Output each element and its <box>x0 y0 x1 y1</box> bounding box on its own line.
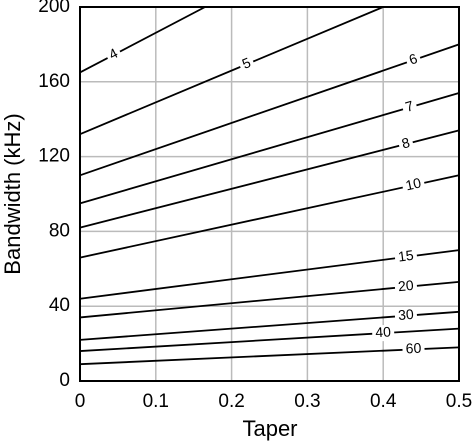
label-background <box>394 306 418 325</box>
contour-label-group: 60 <box>402 340 425 358</box>
contour-label: 8 <box>400 134 412 151</box>
x-tick-label: 0.1 <box>143 391 169 412</box>
contour-label-group: 40 <box>371 323 395 342</box>
contour-label: 30 <box>397 306 414 323</box>
x-tick-label: 0 <box>75 391 86 412</box>
contour-line <box>79 6 206 74</box>
contour-label-group: 30 <box>394 306 418 325</box>
contour-line <box>79 327 460 352</box>
contour-line <box>79 6 384 135</box>
y-tick-label: 120 <box>38 146 70 167</box>
label-background <box>394 247 418 267</box>
y-axis-label: Bandwidth (kHz) <box>0 113 25 274</box>
label-background <box>397 134 415 154</box>
x-tick-label: 0.3 <box>294 391 320 412</box>
contour-label-group: 15 <box>394 247 418 267</box>
contour-line <box>79 92 460 205</box>
y-tick-label: 40 <box>49 295 70 316</box>
contour-label-group: 8 <box>397 134 415 154</box>
contour-label: 10 <box>404 174 423 193</box>
contour-label-group: 6 <box>404 50 423 70</box>
contour-line <box>79 174 460 259</box>
contour-label-group: 7 <box>400 97 419 118</box>
contour-label-group: 4 <box>103 44 124 66</box>
label-background <box>401 175 426 196</box>
label-background <box>404 50 423 70</box>
y-tick-label: 80 <box>49 220 70 241</box>
y-tick-label: 0 <box>59 370 70 391</box>
contour-label-group: 5 <box>237 54 257 75</box>
contour-label: 20 <box>397 277 414 294</box>
label-background <box>103 44 124 66</box>
label-background <box>394 277 418 296</box>
x-tick-label: 0.4 <box>370 391 397 412</box>
contour-label-group: 10 <box>401 174 426 196</box>
label-background <box>400 97 419 118</box>
contour-label: 15 <box>397 247 415 265</box>
label-background <box>402 340 425 358</box>
x-tick-label: 0.5 <box>446 391 472 412</box>
contour-line <box>79 43 460 177</box>
x-axis-label: Taper <box>242 416 297 441</box>
label-background <box>371 324 395 342</box>
label-background <box>237 54 257 75</box>
y-tick-label: 160 <box>38 71 70 92</box>
contour-line <box>79 129 460 229</box>
contour-label: 60 <box>405 340 421 357</box>
plot-frame <box>79 6 460 382</box>
y-tick-label: 200 <box>38 0 70 17</box>
contour-line <box>79 346 460 366</box>
contour-label-group: 20 <box>394 277 418 296</box>
contour-label: 40 <box>375 323 392 340</box>
x-tick-label: 0.2 <box>218 391 244 412</box>
